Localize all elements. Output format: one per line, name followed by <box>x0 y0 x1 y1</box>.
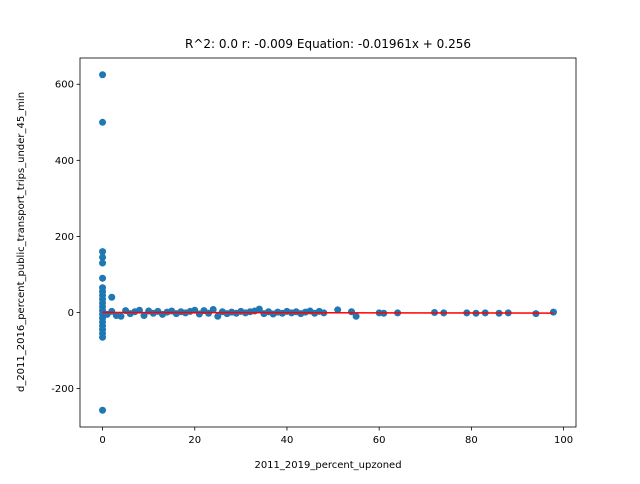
chart-title: R^2: 0.0 r: -0.009 Equation: -0.01961x +… <box>185 37 471 51</box>
x-tick-label: 0 <box>99 435 105 446</box>
point <box>214 312 222 320</box>
point <box>334 306 342 314</box>
x-axis-label: 2011_2019_percent_upzoned <box>254 460 401 471</box>
x-tick-label: 20 <box>188 435 201 446</box>
fit-line <box>102 311 554 314</box>
point <box>99 248 107 256</box>
point <box>99 118 107 126</box>
point <box>99 406 107 414</box>
y-tick-label: 400 <box>55 156 74 167</box>
point <box>99 259 107 267</box>
x-tick-label: 60 <box>373 435 386 446</box>
point <box>99 274 107 282</box>
point <box>99 253 107 261</box>
point <box>140 312 148 320</box>
x-tick-label: 100 <box>554 435 573 446</box>
y-axis-label: d_2011_2016_percent_public_transport_tri… <box>16 92 27 392</box>
point <box>352 312 360 320</box>
point <box>99 71 107 79</box>
y-tick-label: -200 <box>51 384 74 395</box>
point <box>99 333 107 341</box>
axes-frame <box>79 57 577 428</box>
point <box>255 305 263 313</box>
y-tick-label: 200 <box>55 232 74 243</box>
x-tick-label: 80 <box>465 435 478 446</box>
y-tick-label: 600 <box>55 80 74 91</box>
point <box>108 293 116 301</box>
y-tick-label: 0 <box>68 308 74 319</box>
point <box>117 312 125 320</box>
point <box>209 305 217 313</box>
point <box>549 308 557 316</box>
x-tick-label: 40 <box>281 435 294 446</box>
